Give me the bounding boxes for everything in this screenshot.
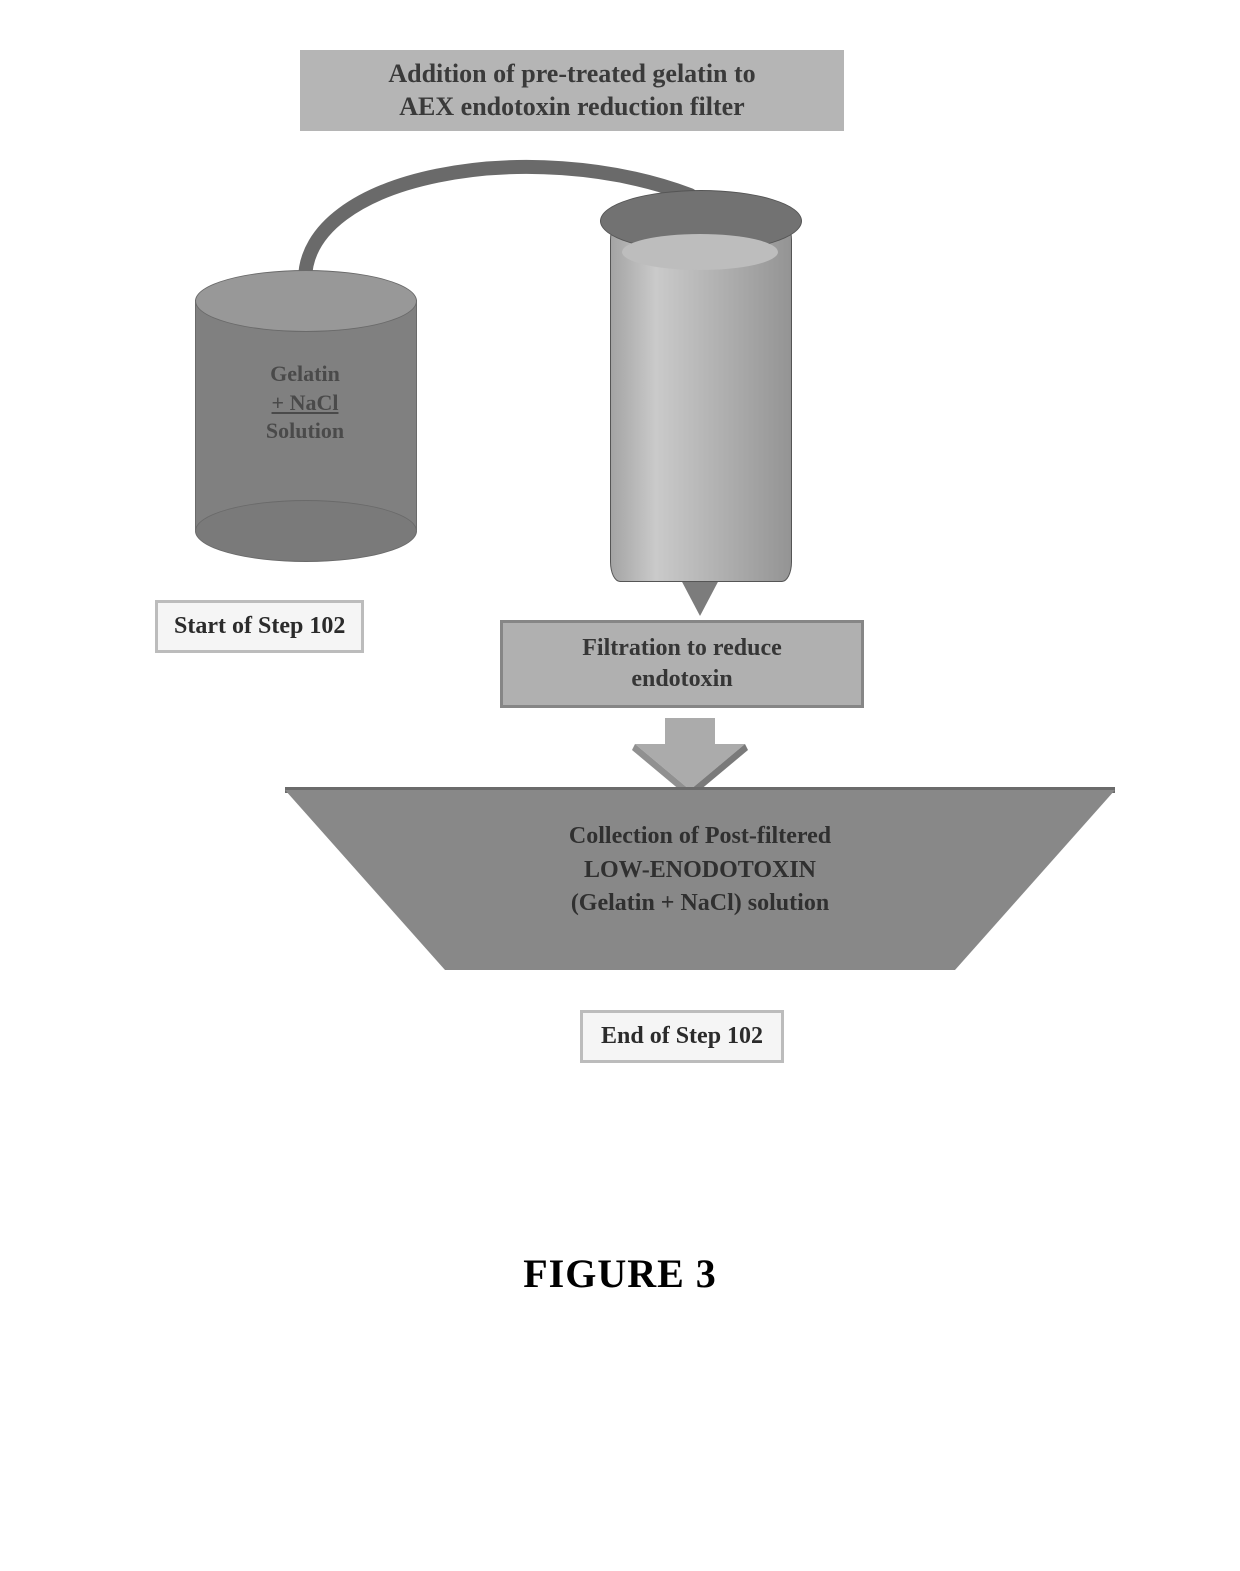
cylinder-bottom (195, 500, 417, 562)
filter-inner-rim (622, 234, 778, 270)
diagram-container: Addition of pre-treated gelatin to AEX e… (70, 40, 1170, 1190)
figure-caption-text: FIGURE 3 (523, 1251, 717, 1296)
top-label-line1: Addition of pre-treated gelatin to (388, 59, 755, 88)
filter-outlet-tip (680, 578, 720, 616)
top-label-line2: AEX endotoxin reduction filter (399, 92, 744, 121)
filtration-line2: endotoxin (631, 666, 732, 692)
filtration-line1: Filtration to reduce (582, 635, 782, 661)
end-step-label: End of Step 102 (580, 1010, 784, 1063)
down-arrow-icon (630, 718, 750, 798)
gelatin-container: Gelatin + NaCl Solution (195, 270, 415, 560)
aex-filter-column (600, 190, 800, 620)
top-label-box: Addition of pre-treated gelatin to AEX e… (300, 50, 844, 131)
start-step-text: Start of Step 102 (174, 613, 345, 639)
trap-line3: (Gelatin + NaCl) solution (571, 890, 829, 916)
filter-body (610, 220, 792, 582)
filtration-step-box: Filtration to reduce endotoxin (500, 620, 864, 708)
cylinder-label: Gelatin + NaCl Solution (195, 360, 415, 446)
figure-caption: FIGURE 3 (20, 1250, 1220, 1297)
end-step-text: End of Step 102 (601, 1023, 763, 1049)
cyl-line2: + NaCl (272, 390, 339, 415)
trap-line1: Collection of Post-filtered (569, 823, 831, 849)
cyl-line1: Gelatin (270, 361, 340, 386)
collection-basin: Collection of Post-filtered LOW-ENODOTOX… (285, 790, 1115, 990)
cyl-line3: Solution (266, 418, 344, 443)
cylinder-top (195, 270, 417, 332)
basin-label: Collection of Post-filtered LOW-ENODOTOX… (285, 820, 1115, 921)
start-step-label: Start of Step 102 (155, 600, 364, 653)
trap-line2: LOW-ENODOTOXIN (584, 857, 816, 883)
